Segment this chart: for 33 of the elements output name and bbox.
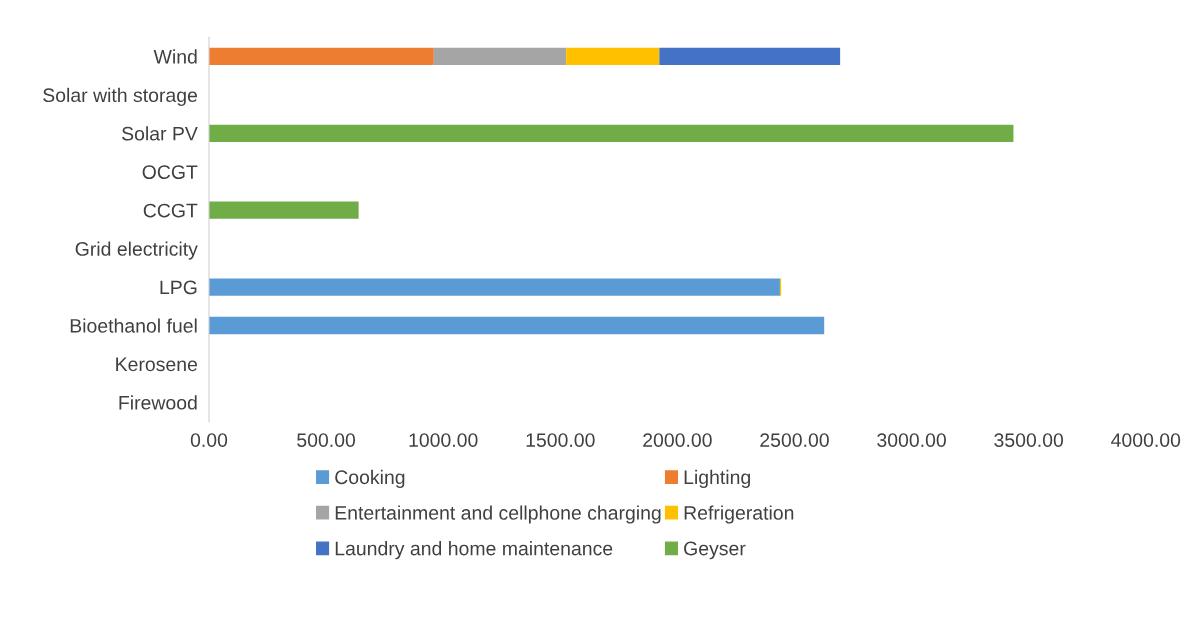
y-tick-label: Grid electricity [75, 241, 198, 260]
bar [659, 47, 841, 66]
bar [208, 124, 1014, 142]
legend-label: Geyser [684, 541, 746, 560]
bar [208, 316, 825, 335]
x-tick-label: 4000.00 [1111, 433, 1181, 447]
y-tick-label: Bioethanol fuel [70, 318, 197, 333]
x-tick-label: 3000.00 [877, 433, 946, 447]
y-tick-label: Solar with storage [43, 87, 198, 106]
bar [208, 278, 780, 296]
x-tick-label: 1500.00 [526, 433, 595, 447]
y-tick-label: LPG [160, 280, 197, 295]
x-tick-label: 1000.00 [409, 433, 478, 447]
legend-label: Lighting [684, 469, 750, 488]
y-tick-label: OCGT [142, 165, 198, 179]
x-tick-label: 2500.00 [760, 433, 829, 447]
x-tick-label: 2000.00 [643, 433, 712, 447]
bar [566, 47, 660, 66]
legend-label: Cooking [335, 469, 405, 488]
x-tick-label: 0.00 [190, 433, 228, 447]
legend-label: Entertainment and cellphone charging [335, 505, 661, 524]
y-tick-label: Wind [153, 49, 197, 64]
y-tick-label: CCGT [143, 203, 198, 218]
y-tick-label: Kerosene [116, 357, 197, 372]
bar [433, 47, 567, 66]
x-tick-label: 500.00 [297, 433, 356, 447]
legend-label: Laundry and home maintenance [335, 541, 613, 560]
y-tick-label: Firewood [119, 395, 197, 410]
bar [208, 47, 434, 66]
y-tick-label: Solar PV [122, 126, 198, 141]
bar [208, 201, 359, 219]
legend-label: Refrigeration [684, 505, 794, 524]
x-tick-label: 3500.00 [994, 433, 1064, 447]
